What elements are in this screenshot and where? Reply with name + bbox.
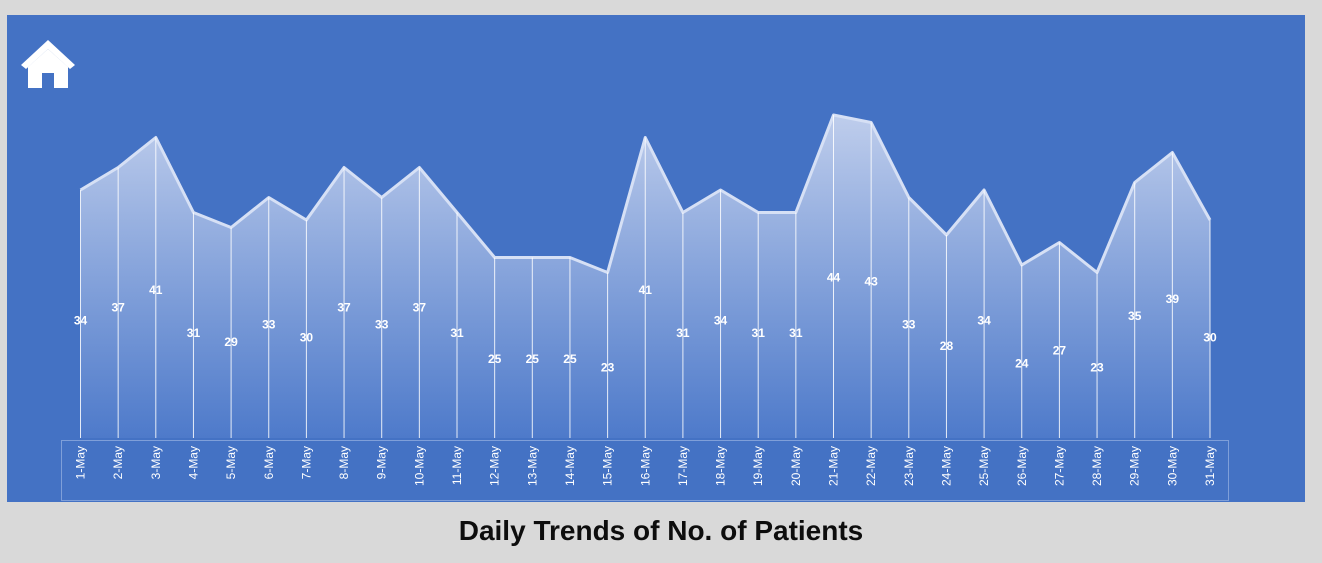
x-tick-label: 12-May bbox=[488, 446, 502, 486]
chart-title: Daily Trends of No. of Patients bbox=[458, 515, 864, 546]
x-tick-label: 20-May bbox=[789, 446, 803, 486]
x-tick-label: 21-May bbox=[827, 446, 841, 486]
x-tick-label: 30-May bbox=[1165, 446, 1179, 486]
x-tick-label: 29-May bbox=[1128, 446, 1142, 486]
x-tick-label: 1-May bbox=[74, 446, 88, 479]
data-label: 31 bbox=[187, 326, 201, 340]
x-tick-label: 2-May bbox=[111, 446, 125, 479]
x-tick-label: 23-May bbox=[902, 446, 916, 486]
x-tick-label: 22-May bbox=[864, 446, 878, 486]
home-button[interactable] bbox=[18, 37, 78, 91]
data-label: 41 bbox=[149, 283, 163, 297]
data-label: 35 bbox=[1128, 309, 1142, 323]
data-label: 30 bbox=[300, 331, 314, 345]
x-tick-label: 17-May bbox=[676, 446, 690, 486]
data-label: 23 bbox=[601, 361, 615, 375]
x-tick-label: 27-May bbox=[1052, 446, 1066, 486]
data-label: 31 bbox=[789, 326, 803, 340]
x-tick-label: 13-May bbox=[525, 446, 539, 486]
x-axis-box bbox=[61, 440, 1229, 501]
x-tick-label: 8-May bbox=[337, 446, 351, 479]
data-label: 28 bbox=[940, 339, 954, 353]
data-label: 25 bbox=[563, 352, 577, 366]
x-tick-label: 19-May bbox=[751, 446, 765, 486]
home-icon bbox=[21, 40, 75, 88]
x-tick-label: 10-May bbox=[412, 446, 426, 486]
data-label: 33 bbox=[375, 318, 389, 332]
x-tick-label: 18-May bbox=[714, 446, 728, 486]
x-tick-label: 3-May bbox=[149, 446, 163, 479]
x-tick-label: 6-May bbox=[262, 446, 276, 479]
x-tick-label: 5-May bbox=[224, 446, 238, 479]
data-label: 39 bbox=[1166, 292, 1180, 306]
x-tick-label: 16-May bbox=[638, 446, 652, 486]
data-label: 34 bbox=[714, 313, 728, 327]
data-label: 34 bbox=[977, 313, 991, 327]
data-label: 33 bbox=[262, 318, 276, 332]
data-label: 29 bbox=[224, 335, 238, 349]
data-label: 25 bbox=[488, 352, 502, 366]
x-tick-label: 9-May bbox=[375, 446, 389, 479]
data-label: 31 bbox=[752, 326, 766, 340]
data-label: 27 bbox=[1053, 343, 1067, 357]
data-label: 23 bbox=[1090, 361, 1104, 375]
x-tick-label: 24-May bbox=[939, 446, 953, 486]
x-tick-label: 25-May bbox=[977, 446, 991, 486]
data-label: 33 bbox=[902, 318, 916, 332]
data-label: 25 bbox=[526, 352, 540, 366]
x-tick-label: 14-May bbox=[563, 446, 577, 486]
x-tick-label: 15-May bbox=[601, 446, 615, 486]
data-label: 30 bbox=[1203, 331, 1217, 345]
data-label: 37 bbox=[413, 300, 427, 314]
data-label: 31 bbox=[676, 326, 690, 340]
data-label: 31 bbox=[450, 326, 464, 340]
data-label: 34 bbox=[74, 313, 88, 327]
x-tick-label: 26-May bbox=[1015, 446, 1029, 486]
data-label: 37 bbox=[337, 300, 351, 314]
x-tick-label: 28-May bbox=[1090, 446, 1104, 486]
data-label: 37 bbox=[111, 300, 125, 314]
x-tick-label: 11-May bbox=[450, 446, 464, 485]
x-tick-label: 4-May bbox=[186, 446, 200, 479]
data-label: 41 bbox=[639, 283, 653, 297]
x-tick-label: 7-May bbox=[299, 446, 313, 479]
x-tick-label: 31-May bbox=[1203, 446, 1217, 486]
data-label: 44 bbox=[827, 270, 841, 284]
data-label: 43 bbox=[864, 275, 878, 289]
data-label: 24 bbox=[1015, 356, 1029, 370]
